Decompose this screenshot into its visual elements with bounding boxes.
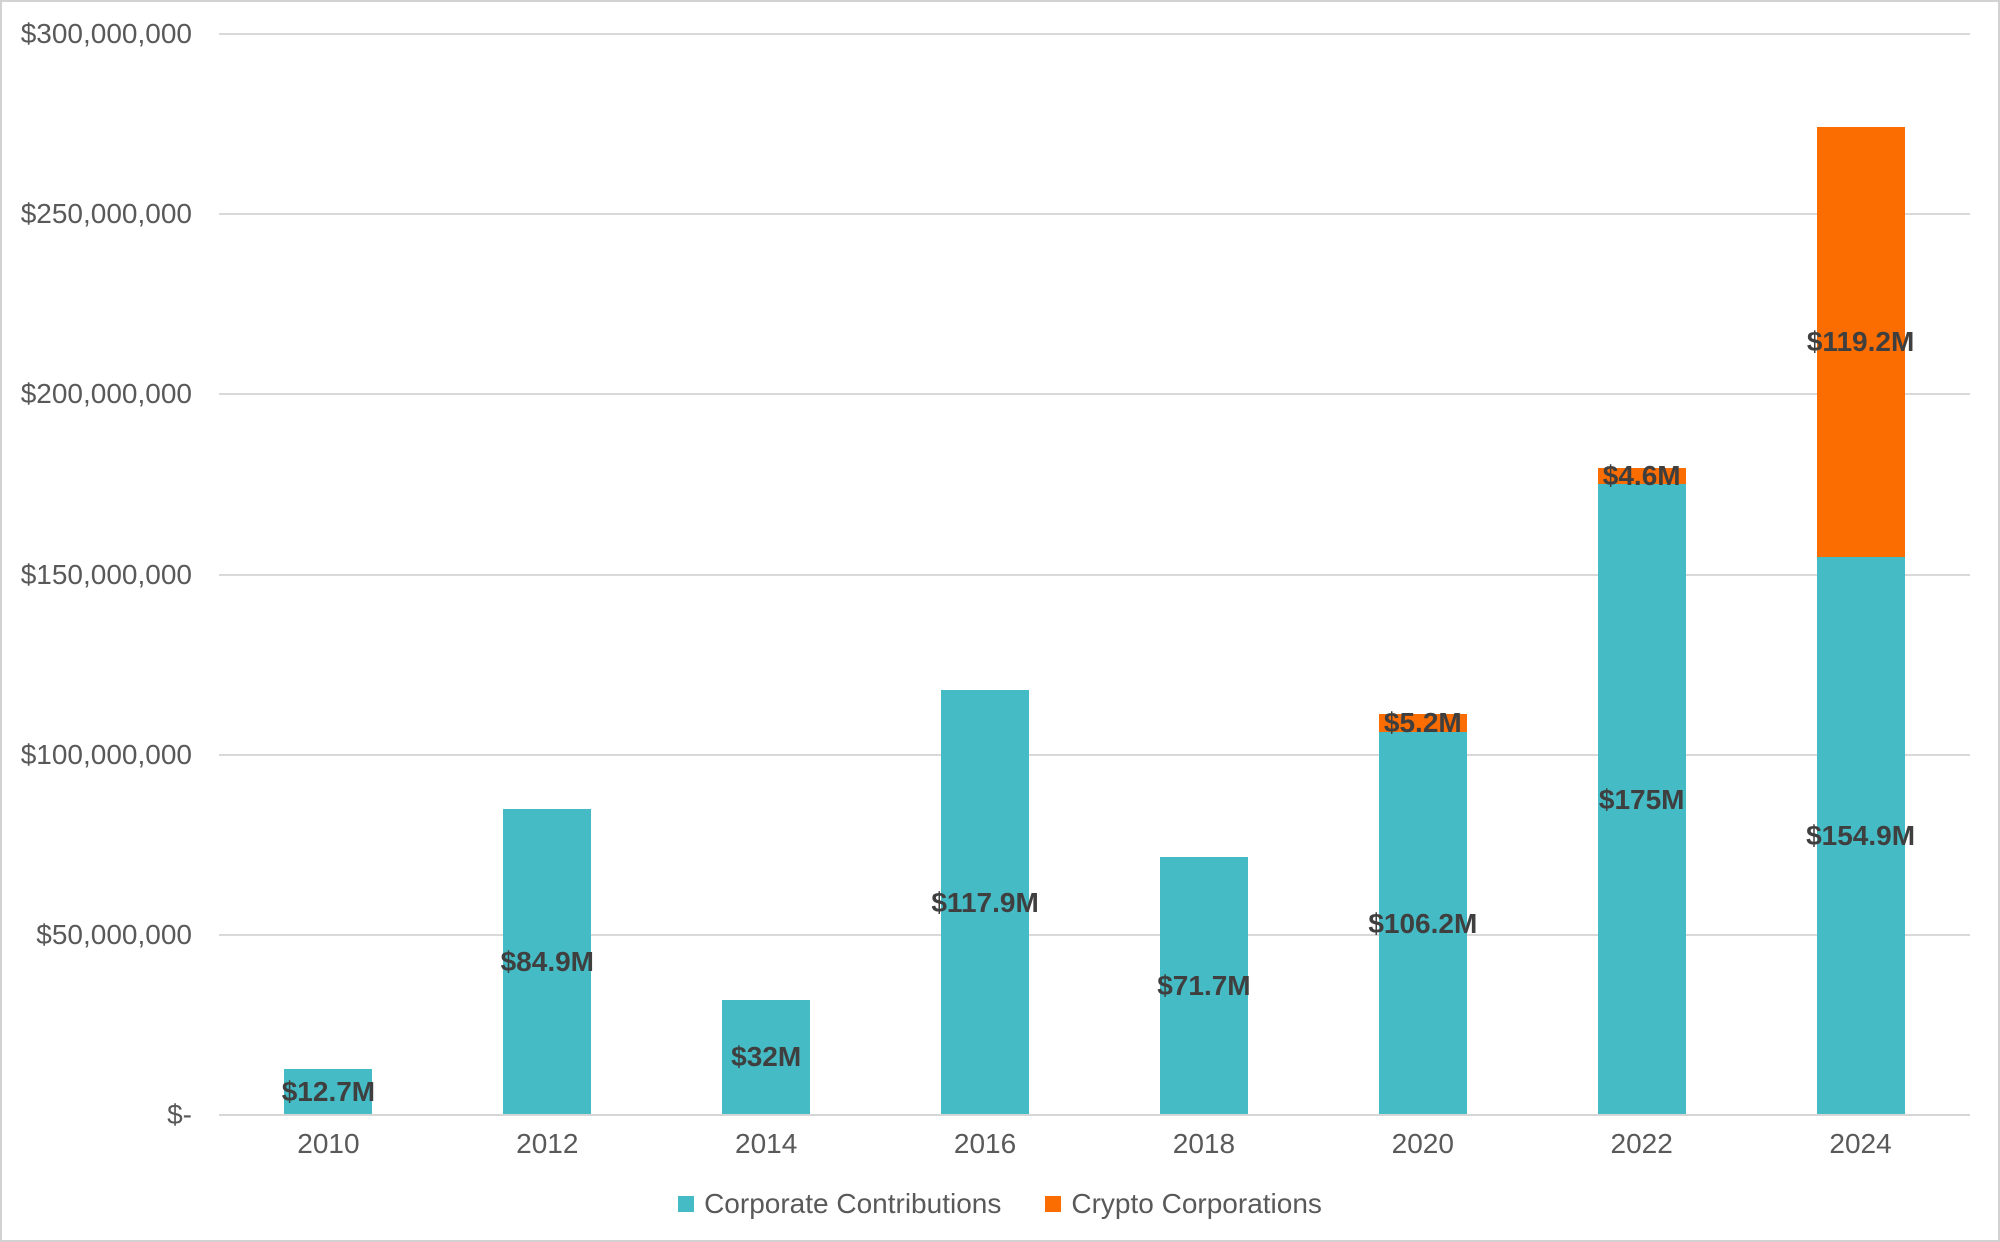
bar-value-label: $175M: [1598, 783, 1685, 815]
legend-label: Corporate Contributions: [704, 1188, 1002, 1219]
legend-swatch-corporate-icon: [678, 1196, 695, 1212]
gridline: [219, 573, 1970, 576]
y-axis-tick-label: $100,000,000: [20, 738, 192, 770]
legend-swatch-crypto-icon: [1045, 1196, 1062, 1212]
bar-corporate-contributions-2024[interactable]: [1816, 556, 1905, 1115]
y-axis-tick-label: $-: [167, 1099, 192, 1130]
x-axis-label-2014: 2014: [735, 1128, 798, 1159]
bar-value-label: $32M: [731, 1041, 802, 1073]
bar-value-label: $117.9M: [931, 886, 1039, 918]
bar-corporate-contributions-2018[interactable]: [1159, 856, 1248, 1115]
gridline: [219, 33, 1970, 35]
x-axis-label-2022: 2022: [1610, 1128, 1673, 1159]
bar-value-label: $4.6M: [1602, 460, 1681, 492]
bar-corporate-contributions-2020[interactable]: [1378, 732, 1467, 1115]
x-axis-label-2016: 2016: [953, 1128, 1017, 1159]
gridline: [219, 753, 1970, 756]
legend-label: Crypto Corporations: [1071, 1188, 1322, 1219]
x-axis-label-2020: 2020: [1391, 1128, 1454, 1159]
y-axis-tick-label: $50,000,000: [36, 918, 192, 950]
bar-corporate-contributions-2012[interactable]: [503, 809, 592, 1115]
bar-corporate-contributions-2022[interactable]: [1597, 484, 1686, 1115]
bar-crypto-corporations-2024[interactable]: [1816, 127, 1905, 557]
bar-value-label: $71.7M: [1157, 969, 1251, 1001]
bar-value-label: $84.9M: [500, 946, 595, 978]
x-axis-label-2018: 2018: [1172, 1128, 1236, 1159]
gridline: [219, 933, 1970, 936]
x-axis-label-2024: 2024: [1829, 1128, 1892, 1159]
y-axis-tick-label: $300,000,000: [20, 18, 192, 49]
y-axis-tick-label: $200,000,000: [20, 378, 192, 410]
legend-item-crypto-corporations[interactable]: Crypto Corporations: [1045, 1188, 1322, 1220]
x-axis-label-2012: 2012: [516, 1128, 579, 1159]
bar-corporate-contributions-2010[interactable]: [284, 1069, 373, 1115]
bar-value-label: $106.2M: [1368, 907, 1478, 939]
legend-item-corporate-contributions[interactable]: Corporate Contributions: [678, 1188, 1001, 1220]
bar-corporate-contributions-2016[interactable]: [941, 690, 1030, 1115]
bar-value-label: $154.9M: [1806, 819, 1916, 851]
x-axis-line: [219, 1114, 1970, 1116]
bar-value-label: $12.7M: [281, 1076, 376, 1108]
bar-crypto-corporations-2022[interactable]: [1597, 467, 1686, 485]
bar-corporate-contributions-2014[interactable]: [722, 999, 811, 1115]
y-axis-tick-label: $250,000,000: [20, 198, 192, 230]
x-axis-label-2010: 2010: [297, 1128, 360, 1159]
chart-legend: Corporate Contributions Crypto Corporati…: [2, 1188, 1998, 1220]
gridline: [219, 393, 1970, 396]
gridline: [219, 213, 1970, 216]
y-axis-tick-label: $150,000,000: [20, 558, 192, 590]
bar-value-label: $5.2M: [1383, 706, 1462, 738]
bar-value-label: $119.2M: [1806, 326, 1915, 358]
bar-crypto-corporations-2020[interactable]: [1378, 713, 1467, 733]
